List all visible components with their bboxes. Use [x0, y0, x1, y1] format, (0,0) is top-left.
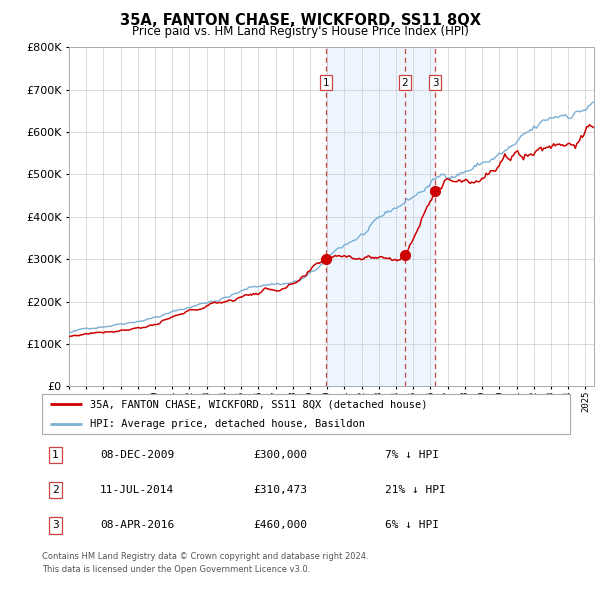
Text: 7% ↓ HPI: 7% ↓ HPI: [385, 450, 439, 460]
Text: 35A, FANTON CHASE, WICKFORD, SS11 8QX (detached house): 35A, FANTON CHASE, WICKFORD, SS11 8QX (d…: [89, 399, 427, 409]
Text: 2: 2: [52, 486, 59, 495]
Text: £310,473: £310,473: [253, 486, 307, 495]
Text: This data is licensed under the Open Government Licence v3.0.: This data is licensed under the Open Gov…: [42, 565, 310, 574]
Text: 6% ↓ HPI: 6% ↓ HPI: [385, 520, 439, 530]
Text: 11-JUL-2014: 11-JUL-2014: [100, 486, 175, 495]
Text: HPI: Average price, detached house, Basildon: HPI: Average price, detached house, Basi…: [89, 419, 365, 428]
Text: £460,000: £460,000: [253, 520, 307, 530]
Text: 21% ↓ HPI: 21% ↓ HPI: [385, 486, 446, 495]
Text: £300,000: £300,000: [253, 450, 307, 460]
Text: 2: 2: [401, 78, 409, 88]
Text: 3: 3: [432, 78, 439, 88]
Text: 1: 1: [52, 450, 59, 460]
Text: 1: 1: [323, 78, 329, 88]
Bar: [326, 47, 435, 386]
FancyBboxPatch shape: [42, 394, 570, 434]
Text: Price paid vs. HM Land Registry's House Price Index (HPI): Price paid vs. HM Land Registry's House …: [131, 25, 469, 38]
Text: 35A, FANTON CHASE, WICKFORD, SS11 8QX: 35A, FANTON CHASE, WICKFORD, SS11 8QX: [119, 13, 481, 28]
Text: 08-DEC-2009: 08-DEC-2009: [100, 450, 175, 460]
Text: 3: 3: [52, 520, 59, 530]
Text: 08-APR-2016: 08-APR-2016: [100, 520, 175, 530]
Text: Contains HM Land Registry data © Crown copyright and database right 2024.: Contains HM Land Registry data © Crown c…: [42, 552, 368, 561]
